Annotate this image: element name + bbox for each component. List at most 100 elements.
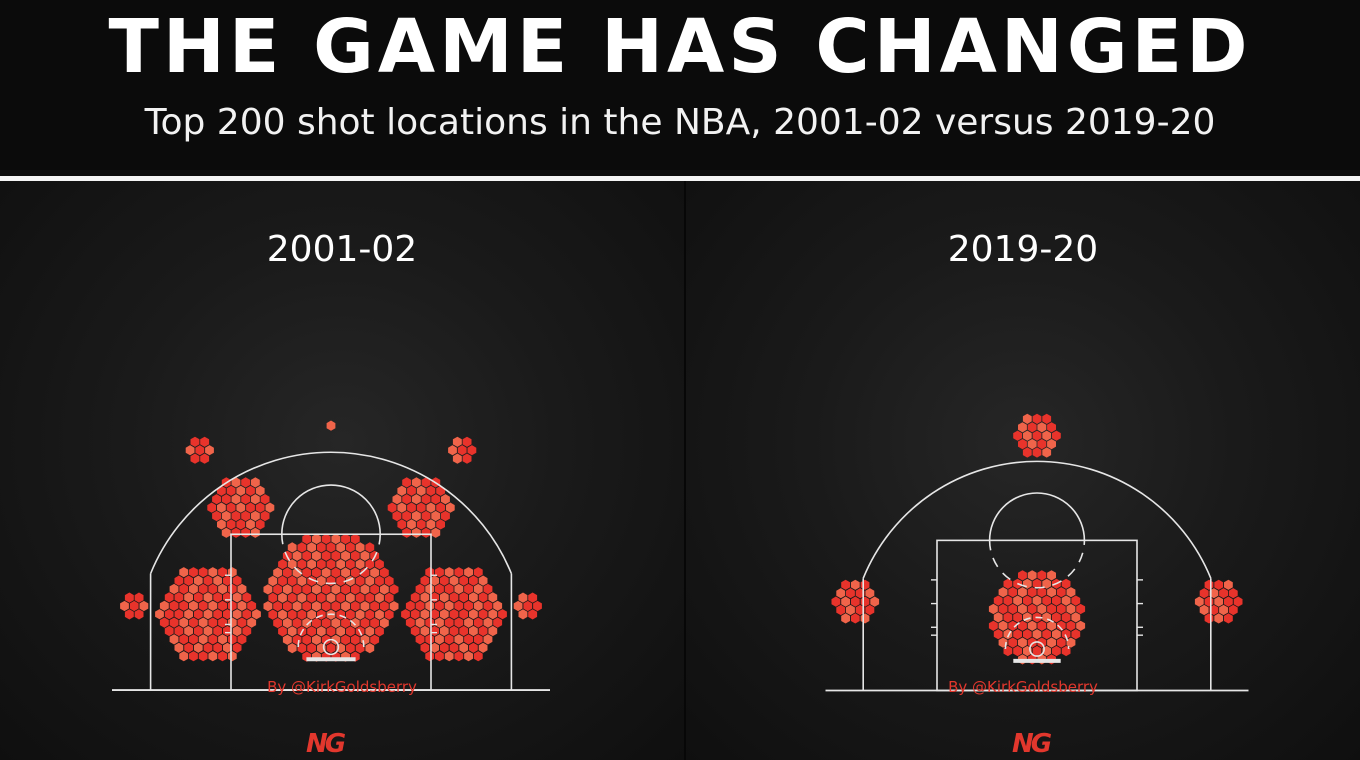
shot-hex — [1037, 620, 1047, 631]
shot-hex — [307, 643, 316, 654]
shot-hex — [307, 626, 316, 637]
shot-hex — [431, 527, 441, 538]
shot-hex — [436, 519, 445, 530]
shot-hex — [355, 643, 365, 654]
shot-hex — [836, 588, 846, 599]
shot-hex — [454, 651, 464, 662]
shot-hex — [454, 634, 464, 645]
shot-hex — [316, 592, 326, 603]
shot-hex — [241, 510, 251, 522]
shot-hex — [478, 592, 488, 603]
shot-hex — [1071, 595, 1081, 606]
shot-hex — [287, 559, 297, 570]
shot-hex — [316, 559, 326, 570]
shot-hex — [1209, 588, 1219, 599]
shot-hex — [223, 609, 232, 620]
shot-hex — [407, 519, 416, 530]
shot-hex — [1042, 413, 1052, 424]
shot-hex — [473, 583, 483, 595]
shot-hex — [278, 592, 287, 603]
shot-hex — [355, 609, 365, 620]
shot-hex — [410, 625, 420, 637]
shot-hex — [350, 617, 360, 629]
shot-hex — [184, 642, 193, 653]
shot-hex — [841, 613, 850, 624]
shot-hex — [302, 584, 312, 595]
shot-hex — [260, 510, 270, 522]
shot-hex — [370, 584, 380, 595]
shot-hex — [278, 626, 287, 637]
shot-hex — [420, 625, 430, 637]
shot-hex — [1037, 587, 1047, 598]
shot-hex — [341, 567, 350, 578]
shot-hex — [841, 579, 850, 590]
shot-hex — [411, 527, 421, 538]
shot-hex — [205, 445, 214, 456]
shot-hex — [302, 550, 312, 561]
shot-hex — [1027, 587, 1037, 598]
shot-hex — [232, 592, 242, 603]
shot-hex — [464, 600, 473, 611]
shot-hex — [1214, 613, 1224, 624]
shot-hex — [312, 601, 321, 612]
shot-hex — [273, 601, 283, 612]
shot-hex — [341, 584, 350, 595]
shot-hex — [139, 600, 149, 612]
shot-hex — [312, 584, 321, 595]
shot-hex — [282, 617, 292, 629]
shot-hex — [346, 609, 355, 620]
shot-hex — [1022, 578, 1032, 589]
shot-hex — [287, 592, 297, 603]
credit-left: By @KirkGoldsberry — [267, 678, 417, 696]
shot-hex — [1056, 637, 1066, 648]
shot-hex — [179, 617, 189, 628]
shot-hex — [174, 642, 184, 653]
shot-hex — [208, 567, 218, 578]
shot-hex — [420, 575, 430, 586]
shot-hex — [370, 634, 380, 645]
shot-hex — [302, 567, 312, 578]
shot-hex — [444, 617, 454, 628]
shot-hex — [273, 617, 283, 629]
shot-hex — [331, 634, 341, 645]
shot-hex — [307, 592, 316, 603]
shot-hex — [430, 642, 439, 653]
shot-hex — [1214, 579, 1224, 590]
shot-hex — [227, 600, 237, 611]
shot-hex — [397, 485, 407, 496]
shot-hex — [1018, 603, 1027, 615]
shot-hex — [452, 453, 462, 464]
shot-hex — [1027, 603, 1037, 615]
shot-hex — [865, 588, 875, 599]
shot-hex — [850, 613, 860, 624]
shot-hex — [435, 617, 444, 628]
shot-hex — [425, 651, 435, 662]
shot-hex — [321, 567, 331, 578]
shot-hex — [200, 453, 210, 464]
shot-hex — [189, 583, 198, 595]
shot-hex — [483, 600, 493, 611]
shot-hex — [341, 550, 350, 561]
shot-hex — [355, 542, 365, 553]
shot-hex — [436, 502, 445, 513]
shot-hex — [350, 601, 360, 612]
shot-hex — [375, 609, 384, 620]
shot-hex — [1047, 620, 1056, 631]
shot-hex — [336, 626, 346, 637]
shot-hex — [282, 634, 292, 645]
shot-hex — [292, 617, 302, 629]
shot-hex — [375, 626, 384, 637]
shot-hex — [273, 567, 283, 578]
shot-hex — [483, 617, 493, 628]
shot-hex — [247, 617, 257, 628]
shot-hex — [302, 601, 312, 612]
shot-hex — [346, 643, 355, 654]
shot-hex — [397, 502, 407, 513]
shot-hex — [1022, 629, 1032, 640]
shot-hex — [370, 567, 380, 578]
shot-hex — [169, 583, 179, 595]
shot-hex — [988, 603, 998, 615]
shot-hex — [360, 634, 370, 645]
shot-hex — [1228, 604, 1238, 616]
season-title-right: 2019-20 — [947, 229, 1099, 270]
